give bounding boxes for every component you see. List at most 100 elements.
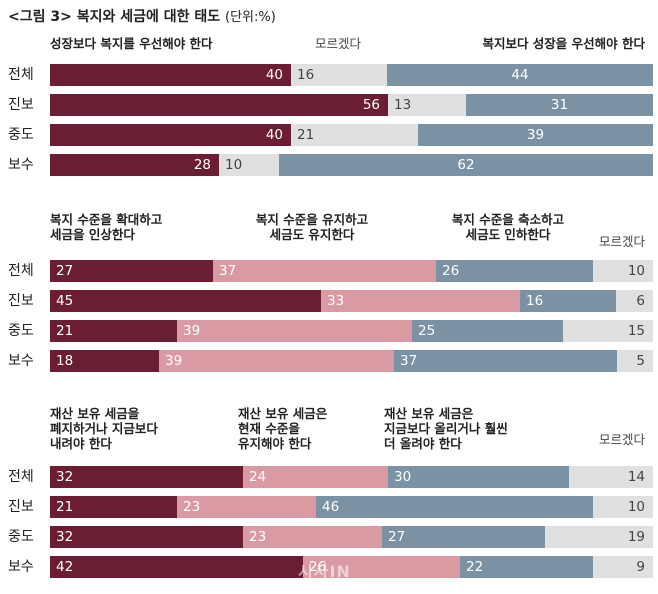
bar-segment: 18 (50, 350, 159, 372)
series-header-line: 복지 수준을 확대하고 (50, 212, 163, 227)
bar-segment: 40 (50, 124, 291, 146)
series-header-2: 복지 수준을 유지하고 세금도 유지한다 (192, 212, 432, 242)
bar-segment: 42 (50, 556, 303, 578)
series-header-line: 세금도 인하한다 (465, 227, 551, 242)
series-header-line: 모르겠다 (598, 234, 645, 249)
category-label: 보수 (8, 157, 34, 173)
series-header-4: 모르겠다 (599, 432, 645, 447)
bar-row: 중도 40 21 39 (0, 124, 658, 146)
bar-segment: 26 (436, 260, 593, 282)
bar-segment: 6 (616, 290, 653, 312)
bar-row: 보수 18 39 37 5 (0, 350, 658, 372)
category-label: 보수 (8, 559, 34, 575)
bar-segment: 24 (243, 466, 388, 488)
bar-segment: 25 (412, 320, 563, 342)
category-label: 보수 (8, 353, 34, 369)
category-label: 진보 (8, 499, 34, 515)
chart-title: <그림 3> 복지와 세금에 대한 태도 (단위:%) (8, 6, 276, 26)
series-header-line: 재산 보유 세금을 (50, 406, 140, 421)
bar-row: 진보 45 33 16 6 (0, 290, 658, 312)
series-header-4: 모르겠다 (599, 234, 645, 249)
series-header-3: 복지 수준을 축소하고 세금도 인하한다 (388, 212, 628, 242)
series-header-line: 세금을 인상한다 (50, 227, 135, 242)
bar-segment: 40 (50, 64, 291, 86)
series-header-line: 모르겠다 (598, 432, 645, 447)
bar-segment: 22 (460, 556, 593, 578)
category-label: 진보 (8, 97, 34, 113)
series-header-line: 복지 수준을 유지하고 (255, 212, 369, 227)
bar-segment: 26 (303, 556, 460, 578)
category-label: 중도 (8, 127, 34, 143)
bar-segment: 37 (213, 260, 436, 282)
series-header-3: 복지보다 성장을 우선해야 한다 (482, 36, 645, 51)
bar-segment: 33 (321, 290, 520, 312)
bar-row: 중도 21 39 25 15 (0, 320, 658, 342)
bar-segment: 10 (219, 154, 279, 176)
category-label: 중도 (8, 529, 34, 545)
series-header-line: 성장보다 복지를 우선해야 한다 (50, 36, 213, 51)
bar-segment: 32 (50, 526, 243, 548)
bar-segment: 13 (388, 94, 466, 116)
bar-segment: 27 (382, 526, 545, 548)
bar-segment: 23 (243, 526, 382, 548)
bar-segment: 10 (593, 496, 653, 518)
series-header-line: 폐지하거나 지금보다 (50, 421, 158, 436)
bar-segment: 39 (418, 124, 653, 146)
bar-segment: 39 (159, 350, 394, 372)
bar-segment: 46 (316, 496, 593, 518)
category-label: 중도 (8, 323, 34, 339)
series-header-1: 복지 수준을 확대하고 세금을 인상한다 (50, 212, 162, 242)
bar-segment: 9 (593, 556, 653, 578)
category-label: 진보 (8, 293, 34, 309)
series-header-line: 더 올려야 한다 (384, 436, 462, 451)
series-header-2: 모르겠다 (218, 36, 458, 51)
bar-segment: 62 (279, 154, 653, 176)
bar-segment: 27 (50, 260, 213, 282)
bar-segment: 21 (291, 124, 418, 146)
bar-row: 진보 21 23 46 10 (0, 496, 658, 518)
series-header-line: 모르겠다 (314, 36, 361, 51)
series-header-2: 재산 보유 세금은 현재 수준을 유지해야 한다 (238, 406, 327, 451)
bar-segment: 10 (593, 260, 653, 282)
bar-segment: 16 (520, 290, 616, 312)
series-header-3: 재산 보유 세금은 지금보다 올리거나 훨씬 더 올려야 한다 (384, 406, 508, 451)
bar-row: 전체 27 37 26 10 (0, 260, 658, 282)
series-header-line: 세금도 유지한다 (269, 227, 355, 242)
bar-segment: 30 (388, 466, 569, 488)
bar-row: 전체 32 24 30 14 (0, 466, 658, 488)
category-label: 전체 (8, 263, 34, 279)
series-header-1: 재산 보유 세금을 폐지하거나 지금보다 내려야 한다 (50, 406, 158, 451)
bar-segment: 21 (50, 320, 177, 342)
series-header-line: 내려야 한다 (50, 436, 112, 451)
bar-segment: 44 (387, 64, 653, 86)
bar-segment: 32 (50, 466, 243, 488)
bar-segment: 5 (617, 350, 653, 372)
bar-segment: 15 (563, 320, 653, 342)
series-header-line: 유지해야 한다 (238, 436, 312, 451)
bar-segment: 19 (545, 526, 653, 548)
series-header-line: 지금보다 올리거나 훨씬 (384, 421, 508, 436)
unit-label: (단위:%) (225, 10, 276, 25)
category-label: 전체 (8, 67, 34, 83)
bar-segment: 31 (466, 94, 653, 116)
bar-row: 전체 40 16 44 (0, 64, 658, 86)
bar-segment: 14 (569, 466, 653, 488)
series-header-line: 현재 수준을 (238, 421, 300, 436)
category-label: 전체 (8, 469, 34, 485)
bar-segment: 23 (177, 496, 316, 518)
bar-segment: 37 (394, 350, 617, 372)
series-header-line: 재산 보유 세금은 (384, 406, 474, 421)
bar-segment: 45 (50, 290, 321, 312)
watermark: 시사IN (298, 562, 351, 581)
series-header-line: 복지보다 성장을 우선해야 한다 (482, 36, 645, 51)
bar-segment: 39 (177, 320, 412, 342)
bar-segment: 28 (50, 154, 219, 176)
series-header-1: 성장보다 복지를 우선해야 한다 (50, 36, 213, 51)
bar-segment: 21 (50, 496, 177, 518)
bar-segment: 56 (50, 94, 388, 116)
series-header-line: 복지 수준을 축소하고 (451, 212, 565, 227)
bar-row: 중도 32 23 27 19 (0, 526, 658, 548)
bar-row: 보수 28 10 62 (0, 154, 658, 176)
series-header-line: 재산 보유 세금은 (238, 406, 328, 421)
bar-row: 진보 56 13 31 (0, 94, 658, 116)
